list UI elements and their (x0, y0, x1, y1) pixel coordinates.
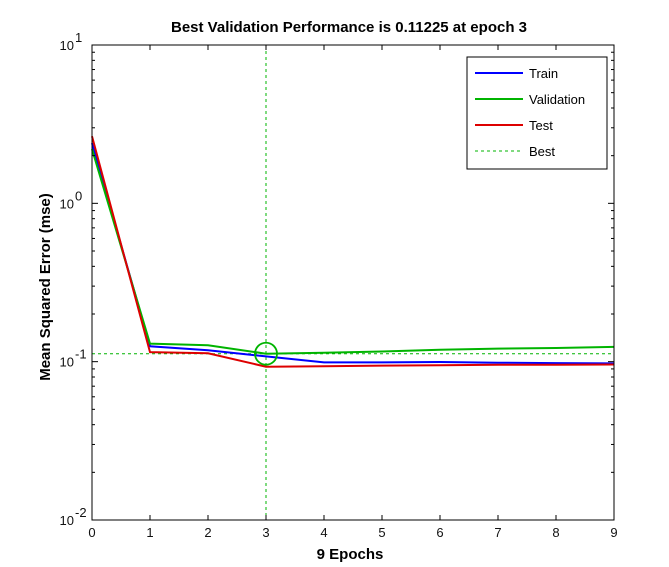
x-tick-label: 8 (552, 525, 559, 540)
y-tick-label-exponent: 0 (75, 188, 82, 203)
x-tick-label: 7 (494, 525, 501, 540)
y-tick-label: 10 (60, 355, 74, 370)
y-tick-label-exponent: -2 (75, 505, 87, 520)
x-tick-label: 3 (262, 525, 269, 540)
axes-frame (91, 44, 615, 521)
y-tick-label-exponent: -1 (75, 347, 87, 362)
legend-label-best: Best (529, 144, 555, 159)
legend-label-test: Test (529, 118, 553, 133)
legend-label-train: Train (529, 66, 558, 81)
y-tick-label-exponent: 1 (75, 30, 82, 45)
x-tick-label: 4 (320, 525, 327, 540)
plot-area: 0 1 2 3 4 5 6 7 8 910-210-1100101TrainValidationT… (60, 30, 618, 540)
series-line-validation (91, 148, 615, 355)
x-tick-label: 1 (146, 525, 153, 540)
y-axis-label: Mean Squared Error (mse) (37, 193, 54, 381)
legend-label-validation: Validation (529, 92, 585, 107)
y-tick-label: 10 (60, 38, 74, 53)
best-marker (254, 341, 278, 366)
x-tick-label: 0 (88, 525, 95, 540)
x-tick-label: 9 (610, 525, 617, 540)
series-line-train (91, 142, 615, 365)
x-tick-label: 5 (378, 525, 385, 540)
chart-title: Best Validation Performance is 0.11225 a… (171, 19, 527, 36)
x-tick-label: 6 (436, 525, 443, 540)
legend-box (466, 56, 608, 170)
y-tick-label: 10 (60, 513, 74, 528)
x-axis-label: 9 Epochs (317, 546, 384, 563)
y-tick-label: 10 (60, 196, 74, 211)
x-tick-label: 2 (204, 525, 211, 540)
series-line-test (91, 136, 615, 368)
